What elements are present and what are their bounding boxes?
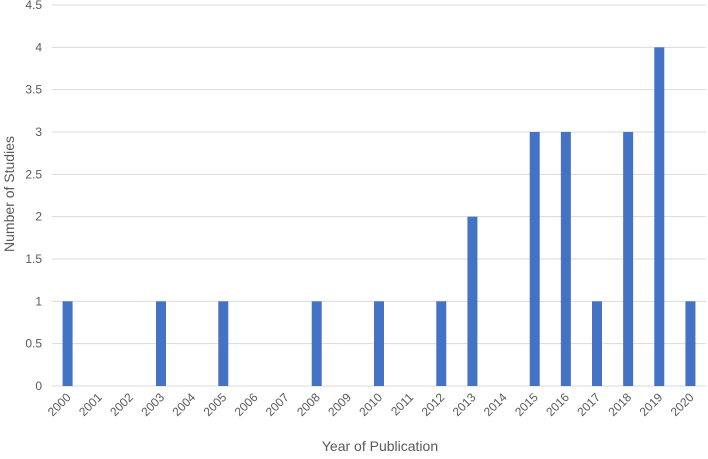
x-tick-label: 2008 bbox=[294, 390, 323, 419]
bar-2003 bbox=[156, 301, 166, 386]
x-tick-label: 2019 bbox=[637, 390, 666, 419]
x-tick-label: 2015 bbox=[512, 390, 541, 419]
bar-2020 bbox=[685, 301, 696, 386]
x-tick-label: 2012 bbox=[419, 390, 448, 419]
x-tick-label: 2003 bbox=[138, 390, 167, 419]
x-tick-label: 2007 bbox=[263, 390, 292, 419]
y-tick-label: 4.5 bbox=[25, 0, 42, 12]
x-axis-label: Year of Publication bbox=[322, 438, 438, 454]
bar-2017 bbox=[592, 301, 602, 386]
bar-2000 bbox=[62, 301, 73, 386]
y-tick-label: 2 bbox=[35, 210, 42, 224]
bar-2010 bbox=[374, 301, 384, 386]
y-tick-label: 1 bbox=[35, 294, 42, 308]
y-tick-label: 3 bbox=[35, 125, 42, 139]
x-tick-label: 2011 bbox=[388, 390, 416, 418]
y-tick-label: 1.5 bbox=[25, 252, 42, 266]
x-tick-label: 2000 bbox=[45, 390, 74, 419]
x-tick-label: 2004 bbox=[169, 390, 198, 419]
y-tick-labels: 0 0.5 1 1.5 2 2.5 3 3.5 4 4.5 bbox=[25, 0, 42, 393]
bar-2015 bbox=[529, 132, 540, 386]
x-tick-label: 2001 bbox=[76, 390, 105, 419]
y-tick-label: 0 bbox=[35, 379, 42, 393]
y-tick-label: 4 bbox=[35, 40, 42, 54]
bar-2018 bbox=[623, 132, 634, 386]
bar-2005 bbox=[218, 301, 229, 386]
x-tick-label: 2006 bbox=[232, 390, 261, 419]
y-tick-label: 3.5 bbox=[25, 83, 42, 97]
x-tick-label: 2013 bbox=[450, 390, 479, 419]
x-tick-label: 2002 bbox=[107, 390, 136, 419]
x-tick-labels: 2000 2001 2002 2003 2004 2005 2006 2007 2008 2009… bbox=[45, 390, 697, 419]
x-tick-label: 2017 bbox=[574, 390, 603, 419]
y-tick-label: 2.5 bbox=[25, 167, 42, 181]
y-tick-label: 0.5 bbox=[25, 337, 42, 351]
x-tick-label: 2020 bbox=[668, 390, 697, 419]
x-tick-label: 2010 bbox=[356, 390, 385, 419]
bar-2012 bbox=[436, 301, 447, 386]
y-axis-label: Number of Studies bbox=[1, 136, 17, 252]
bar-2013 bbox=[467, 216, 478, 386]
x-tick-label: 2009 bbox=[325, 390, 354, 419]
x-tick-label: 2018 bbox=[605, 390, 634, 419]
x-tick-label: 2016 bbox=[543, 390, 572, 419]
bars bbox=[62, 47, 696, 386]
x-tick-label: 2014 bbox=[481, 390, 510, 419]
bar-2019 bbox=[654, 47, 665, 386]
x-tick-label: 2005 bbox=[201, 390, 230, 419]
bar-2008 bbox=[311, 301, 322, 386]
bar-2016 bbox=[560, 132, 571, 386]
